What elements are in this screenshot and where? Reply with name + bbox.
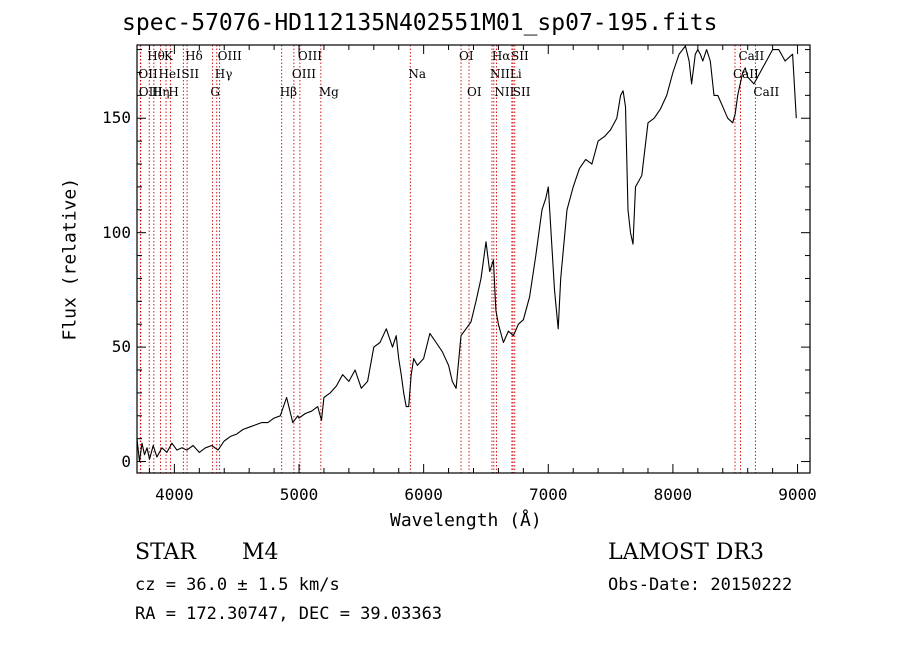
- line-label-4: HeI: [158, 67, 181, 81]
- obs-date-text: Obs-Date: 20150222: [608, 575, 793, 595]
- line-label-18: OI: [467, 85, 482, 99]
- star-label: STAR: [135, 540, 196, 565]
- survey-label: LAMOST DR3: [608, 540, 764, 565]
- line-label-24: SII: [512, 85, 531, 99]
- axis-ticks: [137, 45, 810, 473]
- line-label-7: SII: [181, 67, 200, 81]
- x-tick-label-6000: 6000: [404, 485, 443, 504]
- line-label-15: Mg: [318, 85, 339, 99]
- line-label-26: CaII: [732, 67, 759, 81]
- line-label-27: CaII: [753, 85, 780, 99]
- line-label-17: OI: [459, 49, 474, 63]
- line-label-20: NII: [489, 67, 510, 81]
- line-label-19: Hα: [491, 49, 511, 63]
- line-label-11: G: [210, 85, 220, 99]
- line-label-1: OII: [138, 67, 158, 81]
- line-label-12: OIII: [297, 49, 322, 63]
- line-label-25: CaII: [738, 49, 765, 63]
- line-label-6: Hδ: [185, 49, 203, 63]
- line-marker-group: [139, 45, 756, 473]
- x-tick-label-7000: 7000: [529, 485, 568, 504]
- plot-frame: [136, 44, 811, 474]
- x-tick-label-5000: 5000: [279, 485, 319, 504]
- line-label-0: Hθ: [147, 49, 165, 63]
- line-label-10: Hγ: [214, 67, 233, 81]
- line-label-3: K: [164, 49, 173, 63]
- y-tick-label-50: 50: [111, 337, 131, 357]
- line-label-21: NII: [494, 85, 515, 99]
- y-tick-label-150: 150: [102, 108, 131, 128]
- line-label-9: OIII: [217, 49, 242, 63]
- x-tick-label-9000: 9000: [778, 485, 817, 504]
- line-label-23: Li: [509, 67, 522, 81]
- x-axis-label: Wavelength (Å): [390, 510, 542, 531]
- radec-text: RA = 172.30747, DEC = 39.03363: [135, 604, 443, 624]
- y-axis-label: Flux (relative): [59, 177, 81, 341]
- line-label-16: Na: [408, 67, 426, 81]
- line-label-2: OIII: [138, 85, 163, 99]
- x-tick-label-4000: 4000: [155, 485, 194, 504]
- line-label-5: Hη: [151, 85, 170, 99]
- y-tick-label-100: 100: [102, 222, 131, 242]
- subclass-label: M4: [242, 540, 279, 565]
- x-tick-label-8000: 8000: [653, 485, 693, 504]
- line-label-22: SII: [511, 49, 529, 63]
- line-label-8: H: [168, 85, 179, 99]
- line-label-13: OIII: [291, 67, 316, 81]
- redshift-text: cz = 36.0 ± 1.5 km/s: [135, 575, 340, 595]
- spectrum-series-line: [136, 45, 797, 463]
- chart-title: spec-57076-HD112135N402551M01_sp07-195.f…: [122, 10, 718, 36]
- line-label-14: Hβ: [279, 85, 298, 99]
- y-tick-label-0: 0: [121, 451, 131, 471]
